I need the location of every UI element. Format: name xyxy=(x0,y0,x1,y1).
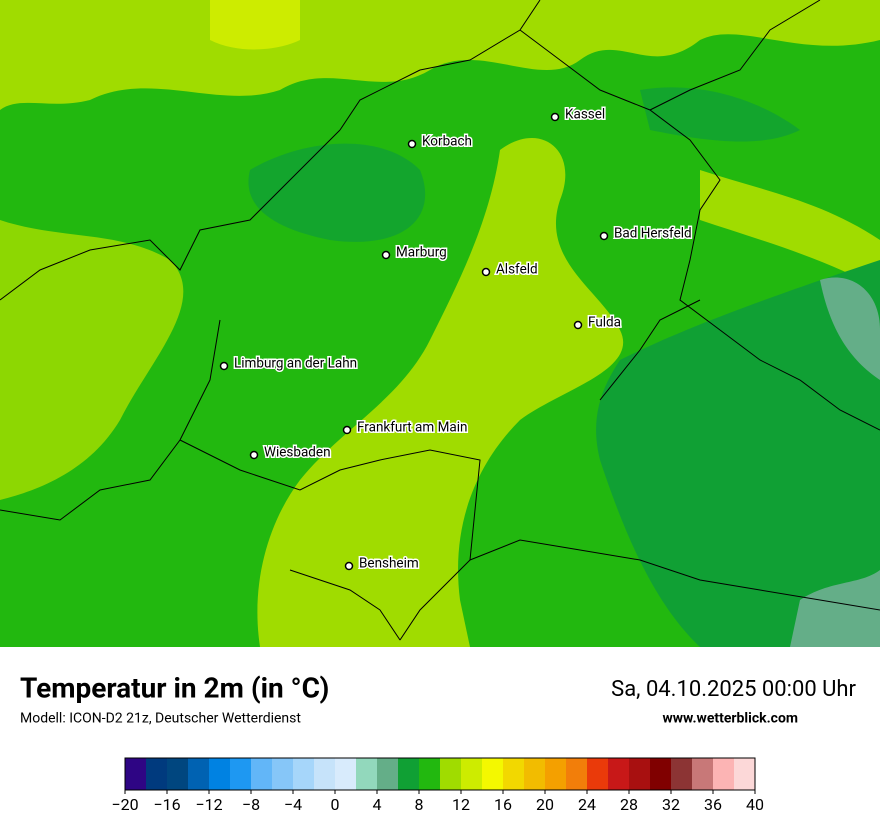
colorbar-swatch xyxy=(398,758,420,790)
colorbar-tick-label: 0 xyxy=(331,795,340,814)
colorbar-tick-label: 32 xyxy=(662,795,680,814)
colorbar-tick-label: 28 xyxy=(620,795,638,814)
city-labels: Kassel Korbach Marburg Alsfeld Bad Hersfeld F… xyxy=(219,105,693,573)
city-dot xyxy=(599,231,609,241)
city-dot xyxy=(573,320,583,330)
colorbar-swatch xyxy=(713,758,735,790)
colorbar-tick-label: 36 xyxy=(704,795,722,814)
colorbar-swatch xyxy=(461,758,483,790)
colorbar-swatch xyxy=(230,758,252,790)
colorbar: −20 −16 −12 −8 −4 0 4 8 12 16 20 24 28 32 36 40 xyxy=(111,757,764,814)
map xyxy=(0,0,880,647)
colorbar-tick-label: −16 xyxy=(153,795,180,814)
city-label: Marburg xyxy=(396,245,447,261)
colorbar-swatch xyxy=(167,758,189,790)
colorbar-swatch xyxy=(692,758,714,790)
colorbar-swatch xyxy=(671,758,693,790)
colorbar-tick-label: 12 xyxy=(452,795,470,814)
colorbar-tick-label: 8 xyxy=(415,795,424,814)
colorbar-swatch xyxy=(545,758,567,790)
colorbar-swatch xyxy=(125,758,147,790)
website: www.wetterblick.com xyxy=(662,711,798,727)
city-label: Limburg an der Lahn xyxy=(234,356,357,372)
city-label: Bad Hersfeld xyxy=(614,226,692,242)
city-label: Fulda xyxy=(588,315,621,331)
colorbar-swatch xyxy=(377,758,399,790)
colorbar-swatch xyxy=(524,758,546,790)
colorbar-swatch xyxy=(608,758,630,790)
colorbar-swatch xyxy=(209,758,231,790)
warm-zone xyxy=(210,0,300,50)
colorbar-frame xyxy=(124,757,756,791)
city-label: Alsfeld xyxy=(496,262,538,278)
colorbar-swatch xyxy=(293,758,315,790)
colorbar-tick-label: −20 xyxy=(111,795,138,814)
colorbar-tick-label: 24 xyxy=(578,795,596,814)
colorbar-tick-label: −12 xyxy=(195,795,222,814)
colorbar-swatch xyxy=(440,758,462,790)
colorbar-tick-label: 4 xyxy=(373,795,382,814)
cool-zone xyxy=(820,277,880,380)
colorbar-swatch xyxy=(650,758,672,790)
city-label: Korbach xyxy=(422,134,472,150)
map-title: Temperatur in 2m (in °C) xyxy=(20,671,329,704)
city-label: Bensheim xyxy=(359,556,419,572)
colorbar-swatch xyxy=(629,758,651,790)
warm-zone xyxy=(0,220,184,500)
colorbar-swatch xyxy=(419,758,441,790)
city-dot xyxy=(219,361,229,371)
colorbar-tick-label: 20 xyxy=(536,795,554,814)
colorbar-swatch xyxy=(482,758,504,790)
colorbar-tick-label: 16 xyxy=(494,795,512,814)
cool-zone xyxy=(640,87,800,142)
colorbar-swatch xyxy=(587,758,609,790)
city-dot xyxy=(407,139,417,149)
cool-zone xyxy=(248,143,426,242)
city-dot xyxy=(381,250,391,260)
colorbar-tick-label: −8 xyxy=(242,795,260,814)
city-dot xyxy=(481,267,491,277)
colorbar-swatch xyxy=(734,758,756,790)
colorbar-swatch xyxy=(356,758,378,790)
datetime: Sa, 04.10.2025 00:00 Uhr xyxy=(611,677,856,702)
city-dot xyxy=(249,450,259,460)
colorbar-swatch xyxy=(503,758,525,790)
city-label: Frankfurt am Main xyxy=(357,420,467,436)
colorbar-tick-label: −4 xyxy=(284,795,302,814)
city-label: Kassel xyxy=(565,107,605,123)
colorbar-tick-label: 40 xyxy=(746,795,764,814)
colorbar-swatch xyxy=(335,758,357,790)
colorbar-swatch xyxy=(314,758,336,790)
model-info: Modell: ICON-D2 21z, Deutscher Wetterdie… xyxy=(20,711,301,727)
colorbar-swatch xyxy=(272,758,294,790)
warm-zone xyxy=(257,138,624,647)
cool-zone xyxy=(790,570,880,647)
colorbar-swatch xyxy=(146,758,168,790)
city-dot xyxy=(344,561,354,571)
city-label: Wiesbaden xyxy=(264,445,331,461)
city-dot xyxy=(550,112,560,122)
colorbar-swatch xyxy=(566,758,588,790)
colorbar-swatch xyxy=(188,758,210,790)
colorbar-swatch xyxy=(251,758,273,790)
city-dot xyxy=(342,425,352,435)
cool-zone xyxy=(596,260,880,647)
warm-zone xyxy=(700,170,880,290)
border-lines xyxy=(0,0,880,641)
